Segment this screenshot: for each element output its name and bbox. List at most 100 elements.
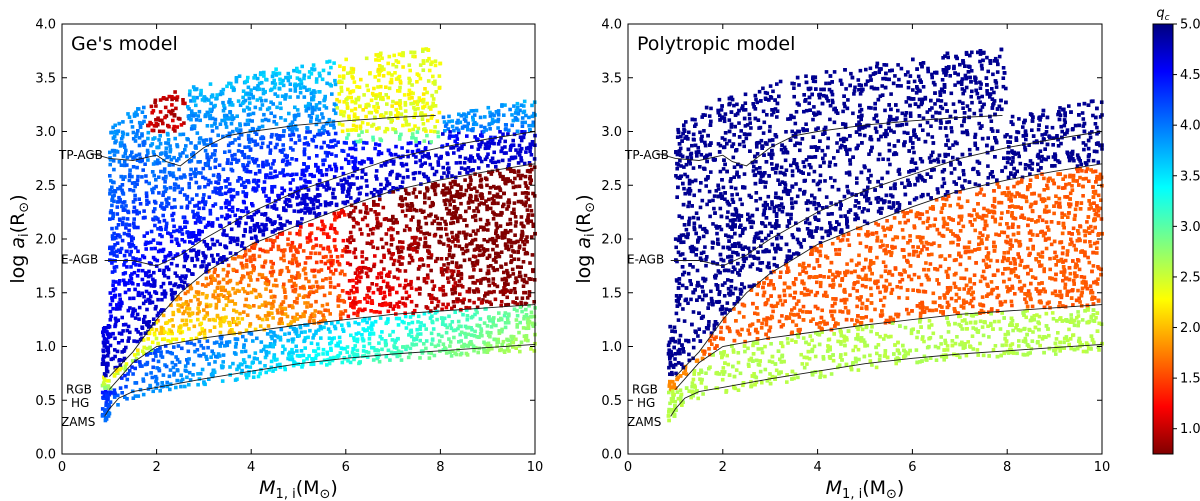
scatter-point [117,282,121,286]
scatter-point [408,205,412,210]
scatter-point [152,284,156,288]
scatter-point [495,284,500,289]
scatter-point [101,396,106,400]
scatter-point [484,307,488,311]
scatter-point [503,283,507,288]
scatter-point [248,101,252,105]
scatter-point [125,265,129,269]
scatter-point [529,235,534,239]
scatter-point [418,237,422,241]
scatter-point [303,206,307,211]
scatter-point [118,250,123,254]
scatter-point [394,218,398,222]
scatter-point [270,185,274,189]
scatter-point [333,244,337,249]
scatter-point [142,320,146,324]
scatter-point [191,241,195,245]
scatter-point [343,309,348,313]
scatter-point [289,320,294,324]
scatter-point [108,217,112,221]
scatter-point [407,192,411,196]
scatter-point [251,268,256,273]
scatter-point [338,79,342,83]
scatter-point [184,306,189,311]
scatter-point [164,146,169,150]
scatter-point [333,164,338,169]
scatter-point [433,306,438,311]
scatter-point [500,343,505,347]
scatter-point [147,269,151,274]
scatter-point [102,394,107,398]
scatter-point [173,205,177,209]
scatter-point [268,148,273,152]
scatter-point [503,235,507,240]
scatter-point [111,356,115,361]
scatter-point [490,156,495,161]
scatter-point [223,244,227,248]
scatter-point [279,256,283,261]
scatter-point [260,118,265,123]
scatter-point [229,101,234,105]
scatter-point [369,241,373,246]
scatter-point [177,360,182,364]
scatter-point [100,407,105,411]
scatter-point [451,269,456,274]
scatter-point [386,348,391,353]
scatter-point [196,297,200,302]
scatter-point [351,347,356,351]
scatter-point [490,112,494,116]
scatter-point [289,137,293,142]
scatter-point [325,130,330,134]
scatter-point [503,180,507,185]
scatter-point [263,364,267,368]
scatter-point [430,319,434,324]
scatter-point [532,300,536,304]
scatter-point [399,350,404,354]
scatter-point [122,253,127,258]
scatter-point [412,187,417,192]
scatter-point [453,290,458,295]
scatter-point [347,354,352,359]
scatter-point [135,158,140,162]
scatter-point [127,174,132,178]
scatter-point [376,105,380,110]
scatter-point [396,60,401,64]
scatter-point [339,85,344,90]
scatter-point [125,281,130,285]
scatter-point [140,175,144,179]
scatter-point [253,187,258,191]
scatter-point [232,88,236,92]
scatter-point [212,370,217,374]
scatter-point [151,109,156,113]
scatter-point [521,240,525,244]
scatter-point [224,125,229,129]
scatter-point [187,200,192,205]
scatter-point [430,93,434,98]
scatter-point [168,382,173,386]
scatter-point [199,88,203,93]
scatter-point [225,116,229,121]
scatter-point [272,353,277,357]
scatter-point [490,117,495,122]
scatter-point [300,365,304,369]
scatter-point [506,177,510,181]
scatter-point [502,191,506,196]
scatter-point [179,373,183,377]
scatter-point [203,202,207,207]
scatter-point [448,202,452,207]
scatter-point [386,71,391,75]
scatter-point [317,118,322,123]
scatter-point [391,262,396,267]
scatter-point [301,170,305,175]
scatter-point [260,141,265,146]
scatter-point [524,326,529,331]
scatter-point [324,277,328,281]
scatter-point [108,309,113,314]
scatter-point [297,70,302,74]
scatter-point [284,197,289,202]
scatter-point [321,347,326,352]
scatter-point [347,175,351,180]
scatter-point [289,248,293,253]
scatter-point [338,271,343,276]
scatter-point [315,154,319,158]
